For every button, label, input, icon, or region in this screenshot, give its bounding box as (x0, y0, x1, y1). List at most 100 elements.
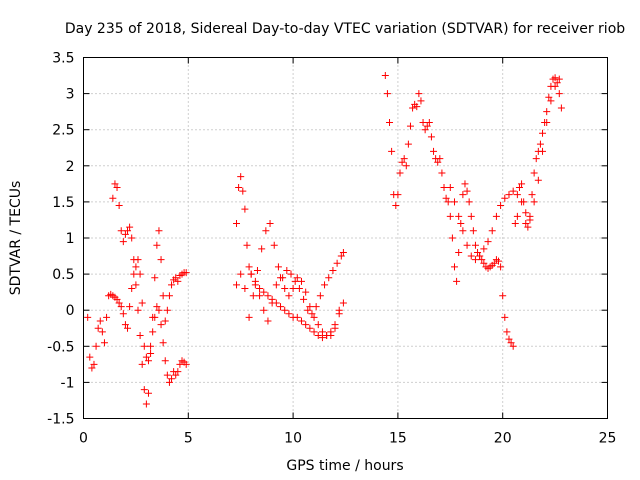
data-point (314, 331, 322, 339)
data-series (84, 256, 190, 386)
data-point (463, 187, 471, 195)
data-point (530, 169, 538, 177)
data-point (264, 317, 272, 325)
data-point (480, 245, 488, 253)
data-point (400, 155, 408, 163)
data-point (247, 270, 255, 278)
data-point (121, 230, 129, 238)
data-point (149, 313, 157, 321)
data-point (335, 306, 343, 314)
x-tick-label: 25 (599, 431, 617, 447)
y-axis-label: SDTVAR / TECUs (8, 181, 24, 296)
data-point (388, 147, 396, 155)
data-point (113, 183, 121, 191)
data-point (518, 180, 526, 188)
data-point (119, 238, 127, 246)
data-point (165, 292, 173, 300)
data-point (140, 386, 148, 394)
data-point (142, 400, 150, 408)
data-point (260, 288, 268, 296)
data-point (140, 342, 148, 350)
data-point (233, 220, 241, 228)
data-point (249, 292, 257, 300)
data-point (130, 270, 138, 278)
data-point (159, 339, 167, 347)
data-point (318, 328, 326, 336)
data-point (285, 292, 293, 300)
data-point (419, 118, 427, 126)
data-point (124, 227, 132, 235)
data-point (161, 317, 169, 325)
x-tick-label: 0 (79, 431, 88, 447)
data-point (153, 303, 161, 311)
y-tick-label: 3 (66, 87, 75, 103)
data-point (430, 147, 438, 155)
data-point (155, 227, 163, 235)
data-point (297, 317, 305, 325)
data-point (268, 299, 276, 307)
data-point (121, 321, 129, 329)
data-point (306, 324, 314, 332)
data-point (274, 263, 282, 271)
data-point (235, 183, 243, 191)
data-point (381, 72, 389, 80)
data-point (144, 357, 152, 365)
data-point (402, 162, 410, 170)
data-point (495, 257, 503, 265)
data-point (132, 281, 140, 289)
data-point (272, 281, 280, 289)
data-point (128, 234, 136, 242)
data-point (392, 202, 400, 210)
data-point (316, 292, 324, 300)
data-point (404, 140, 412, 148)
data-point (444, 198, 452, 206)
data-point (306, 303, 314, 311)
data-point (98, 328, 106, 336)
data-point (520, 198, 528, 206)
data-point (421, 126, 429, 134)
data-point (557, 104, 565, 112)
data-point (117, 303, 125, 311)
data-point (497, 263, 505, 271)
data-point (149, 328, 157, 336)
data-point (300, 295, 308, 303)
y-tick-label: -1 (61, 375, 75, 391)
data-point (480, 259, 488, 267)
data-point (555, 90, 563, 98)
data-series (233, 173, 347, 342)
data-point (339, 248, 347, 256)
data-point (425, 118, 433, 126)
data-point (331, 321, 339, 329)
data-point (534, 147, 542, 155)
data-point (547, 97, 555, 105)
x-tick-label: 15 (389, 431, 407, 447)
data-point (264, 292, 272, 300)
data-point (109, 194, 117, 202)
data-point (436, 155, 444, 163)
data-point (84, 313, 92, 321)
data-point (96, 317, 104, 325)
data-point (168, 281, 176, 289)
data-point (310, 328, 318, 336)
data-point (134, 306, 142, 314)
y-tick-label: 3.5 (52, 51, 74, 67)
data-point (253, 266, 261, 274)
y-tick-label: 1 (66, 231, 75, 247)
data-point (88, 364, 96, 372)
data-point (505, 191, 513, 199)
data-point (163, 371, 171, 379)
data-point (329, 266, 337, 274)
data-point (241, 205, 249, 213)
data-point (501, 194, 509, 202)
data-point (251, 277, 259, 285)
data-point (304, 306, 312, 314)
data-series (247, 270, 343, 339)
data-point (142, 353, 150, 361)
y-tick-label: -1.5 (47, 412, 74, 428)
data-point (293, 274, 301, 282)
data-point (128, 285, 136, 293)
data-point (90, 360, 98, 368)
data-point (455, 248, 463, 256)
data-point (130, 256, 138, 264)
data-point (333, 259, 341, 267)
